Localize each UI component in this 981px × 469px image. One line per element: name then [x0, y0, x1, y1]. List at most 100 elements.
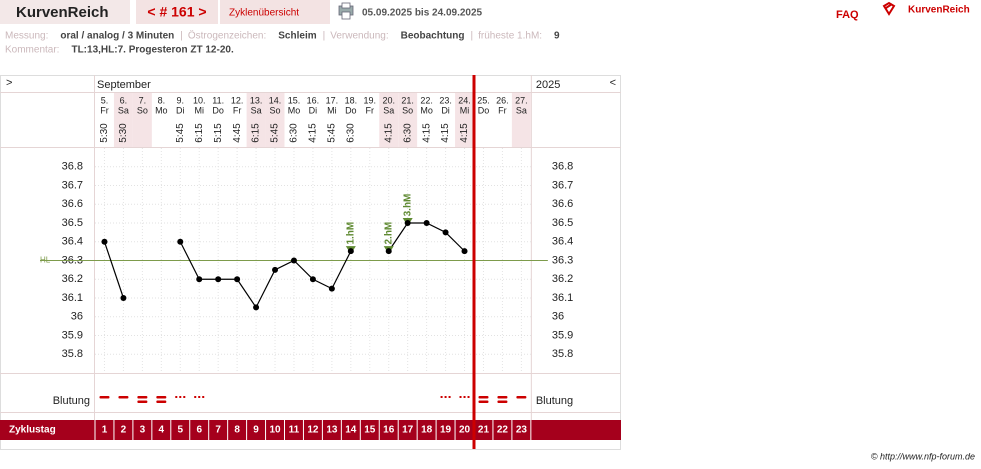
info-label: Kommentar:	[5, 45, 59, 56]
footer: © http://www.nfp-forum.de	[871, 451, 975, 461]
temp-point	[120, 295, 127, 301]
bleeding-dot	[202, 396, 205, 398]
nav-next[interactable]: <	[610, 77, 616, 89]
cycle-day: 20	[459, 425, 471, 436]
overview-box[interactable]	[220, 0, 330, 24]
bleeding-dot	[444, 396, 447, 398]
date: 8.	[158, 95, 166, 105]
date: 13.	[250, 95, 263, 105]
y-tick-label: 36.4	[552, 236, 573, 248]
cycle-day: 11	[289, 425, 300, 436]
temp-point	[385, 248, 392, 255]
weekday: Mi	[194, 105, 204, 115]
weekday: Mo	[420, 105, 433, 115]
weekday: Fr	[100, 105, 109, 115]
nav-box[interactable]	[136, 0, 218, 24]
printer-icon[interactable]	[338, 2, 354, 20]
time: 4:15	[383, 123, 394, 143]
time: 6:15	[194, 123, 205, 143]
time: 6:30	[289, 123, 300, 143]
weekday: Do	[478, 105, 490, 115]
cycle-day: 12	[307, 425, 319, 436]
weekend-shade	[246, 93, 266, 147]
bleeding-dot	[440, 396, 443, 398]
date: 27.	[515, 95, 528, 105]
cycle-day: 6	[196, 425, 202, 436]
y-tick-label: 36.8	[62, 161, 83, 173]
bleeding-single	[516, 396, 527, 399]
bleeding-double	[156, 396, 167, 399]
cycle-day: 14	[345, 425, 357, 436]
bleeding-dot	[198, 396, 201, 398]
weekday: Mo	[288, 105, 301, 115]
y-tick-label: 36.5	[552, 217, 573, 229]
bleeding-double	[137, 400, 148, 403]
temp-point	[253, 304, 260, 311]
date: 26.	[496, 95, 509, 105]
temp-point	[309, 276, 316, 283]
date: 20.	[382, 95, 395, 105]
y-tick-label: 35.8	[552, 348, 573, 360]
cycle-day: 4	[159, 425, 165, 436]
temp-point	[461, 248, 468, 255]
weekday: Mi	[327, 105, 337, 115]
y-tick-label: 36.5	[62, 217, 83, 229]
temp-point	[234, 276, 241, 283]
cycle-day: 1	[102, 425, 108, 436]
weekday: Do	[345, 105, 357, 115]
weekday: So	[137, 105, 148, 115]
temp-line	[179, 241, 352, 309]
bleeding-dot	[467, 396, 470, 398]
info-value: Beobachtung	[401, 31, 465, 42]
temp-point	[272, 266, 279, 273]
weekday: Di	[176, 105, 185, 115]
date: 25.	[477, 95, 490, 105]
cycle-day: 2	[121, 425, 127, 436]
logo[interactable]: KurvenReich	[16, 4, 109, 21]
temp-point	[423, 220, 430, 226]
bleeding-label: Blutung	[53, 395, 90, 407]
time: 5:45	[327, 123, 338, 143]
brand[interactable]: KurvenReich	[908, 5, 970, 16]
y-tick-label: 36.2	[552, 273, 573, 285]
date: 7.	[139, 95, 147, 105]
cycle-nav[interactable]: < # 161 >	[147, 4, 206, 20]
time: 5:30	[118, 123, 129, 143]
weekend-shade	[265, 93, 285, 147]
bleeding-single	[99, 396, 110, 399]
year: 2025	[536, 79, 560, 91]
y-tick-label: 35.9	[552, 329, 573, 341]
info-value: Schleim	[278, 31, 316, 42]
y-tick-label: 36.3	[552, 254, 573, 266]
chart-frame	[0, 75, 621, 450]
cycle-day: 19	[440, 425, 452, 436]
time: 4:15	[440, 123, 451, 143]
y-tick-label: 35.9	[62, 329, 83, 341]
time: 6:30	[402, 123, 413, 143]
cycle-row	[0, 420, 621, 440]
y-tick-label: 36.2	[62, 273, 83, 285]
weekday: So	[270, 105, 281, 115]
bleeding-double	[478, 400, 489, 403]
temp-point	[196, 276, 203, 283]
date: 23.	[439, 95, 452, 105]
cycle-day: 7	[215, 425, 221, 436]
logo-box	[0, 0, 130, 24]
y-tick-label: 36.1	[62, 292, 83, 304]
info-value: oral / analog / 3 Minuten	[60, 31, 174, 42]
y-tick-label: 36	[71, 311, 83, 323]
cycle-day: 18	[421, 425, 433, 436]
cycle-day: 9	[253, 425, 259, 436]
faq-link[interactable]: FAQ	[836, 9, 859, 21]
nav-prev[interactable]: >	[6, 77, 12, 89]
y-tick-label: 36.8	[552, 161, 573, 173]
y-tick-label: 36.6	[62, 198, 83, 210]
overview-link[interactable]: Zyklenübersicht	[229, 8, 299, 19]
cycle-day: 15	[364, 425, 376, 436]
cycle-day: 16	[383, 425, 395, 436]
peak-label: 3.hM	[402, 194, 413, 217]
cycle-day: 3	[140, 425, 146, 436]
separator: |	[323, 31, 326, 42]
date: 21.	[401, 95, 414, 105]
weekday: Do	[212, 105, 224, 115]
